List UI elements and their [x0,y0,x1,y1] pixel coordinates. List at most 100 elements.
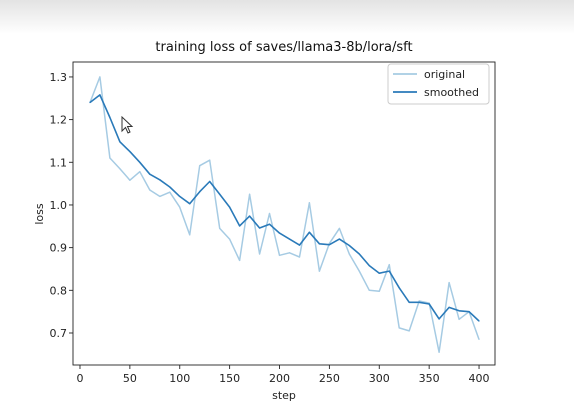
plot-frame [72,61,496,366]
data-point-smoothed [298,244,301,246]
data-point-original [239,259,241,262]
data-point-smoothed [119,141,121,143]
data-point-original [199,165,201,167]
data-point-original [298,256,301,258]
y-tick-label: 0.9 [50,242,68,255]
series-line-smoothed [89,94,480,322]
x-tick-label: 0 [76,372,83,385]
x-tick-label: 100 [169,372,190,385]
data-point-smoothed [258,227,261,229]
data-point-smoothed [169,186,171,188]
y-tick-label: 0.7 [50,327,68,340]
data-point-smoothed [308,231,311,233]
y-tick-label: 0.8 [50,284,68,297]
x-tick-label: 250 [319,372,340,385]
x-tick-label: 50 [123,372,137,385]
series-line-original [89,76,480,353]
data-point-smoothed [428,303,430,305]
data-point-original [139,171,141,173]
x-tick-label: 350 [419,372,440,385]
window-top-bar [0,0,574,34]
data-point-original [149,189,151,191]
data-point-smoothed [318,243,321,245]
y-tick-label: 1.1 [50,156,68,169]
data-point-original [338,227,340,230]
legend-label-original: original [424,68,465,81]
data-point-smoothed [328,244,330,246]
data-point-smoothed [388,270,390,272]
data-point-smoothed [458,310,460,312]
data-point-original [308,202,311,204]
data-point-smoothed [398,287,400,289]
data-point-smoothed [408,301,410,303]
mouse-cursor-icon [121,116,134,134]
data-point-smoothed [368,264,370,267]
data-point-smoothed [159,179,161,181]
y-tick-label: 1.0 [50,199,68,212]
data-point-original [438,351,440,353]
data-point-smoothed [358,253,360,255]
y-tick-label: 1.3 [50,71,68,84]
y-tick-label: 1.2 [50,114,68,127]
data-point-smoothed [478,320,480,322]
axes: 0 50 100 150 200 250 300 350 400 0.7 0.8 0.9 1.0 1.1 1… [50,61,496,385]
data-point-original [378,290,380,292]
data-point-smoothed [418,301,420,303]
data-point-smoothed [229,206,231,208]
data-point-original [478,338,480,340]
data-point-smoothed [288,238,291,240]
data-point-original [119,168,121,170]
data-point-smoothed [378,272,380,274]
data-point-original [318,270,321,272]
data-point-original [109,157,111,159]
x-tick-label: 200 [269,372,290,385]
legend: original smoothed [387,63,490,105]
legend-label-smoothed: smoothed [424,86,479,99]
data-point-original [99,76,101,78]
data-point-original [368,289,370,291]
y-axis-label: loss [33,203,46,225]
data-point-smoothed [438,318,440,320]
data-point-smoothed [179,195,181,198]
data-point-original [458,318,460,320]
x-tick-label: 300 [369,372,390,385]
data-point-original [278,254,281,256]
x-tick-label: 150 [219,372,240,385]
data-point-original [219,227,221,230]
data-point-smoothed [468,311,470,313]
data-point-original [398,327,400,329]
data-point-original [129,179,131,181]
data-point-original [358,270,360,272]
data-point-original [268,212,271,215]
data-point-original [348,253,350,255]
data-point-smoothed [268,223,271,225]
data-point-smoothed [129,151,131,153]
data-point-original [209,159,211,161]
data-point-smoothed [189,203,191,205]
data-point-smoothed [149,173,151,175]
series-layer [89,76,480,353]
data-point-original [448,282,450,284]
data-point-original [408,330,410,332]
data-point-smoothed [278,232,281,234]
data-point-smoothed [139,161,141,163]
data-point-smoothed [199,191,201,193]
data-point-original [229,238,231,240]
data-point-original [159,195,161,198]
data-point-smoothed [219,193,221,195]
data-point-smoothed [209,180,211,183]
data-point-smoothed [448,306,450,308]
data-point-original [248,193,251,195]
data-point-smoothed [89,101,91,104]
data-point-smoothed [239,225,241,227]
data-point-original [288,252,291,254]
data-point-original [258,253,261,255]
chart-title: training loss of saves/llama3-8b/lora/sf… [155,40,412,55]
data-point-original [388,264,390,266]
x-axis-label: step [272,389,296,402]
data-point-smoothed [99,94,101,96]
data-point-smoothed [348,244,350,247]
data-point-smoothed [338,238,340,240]
